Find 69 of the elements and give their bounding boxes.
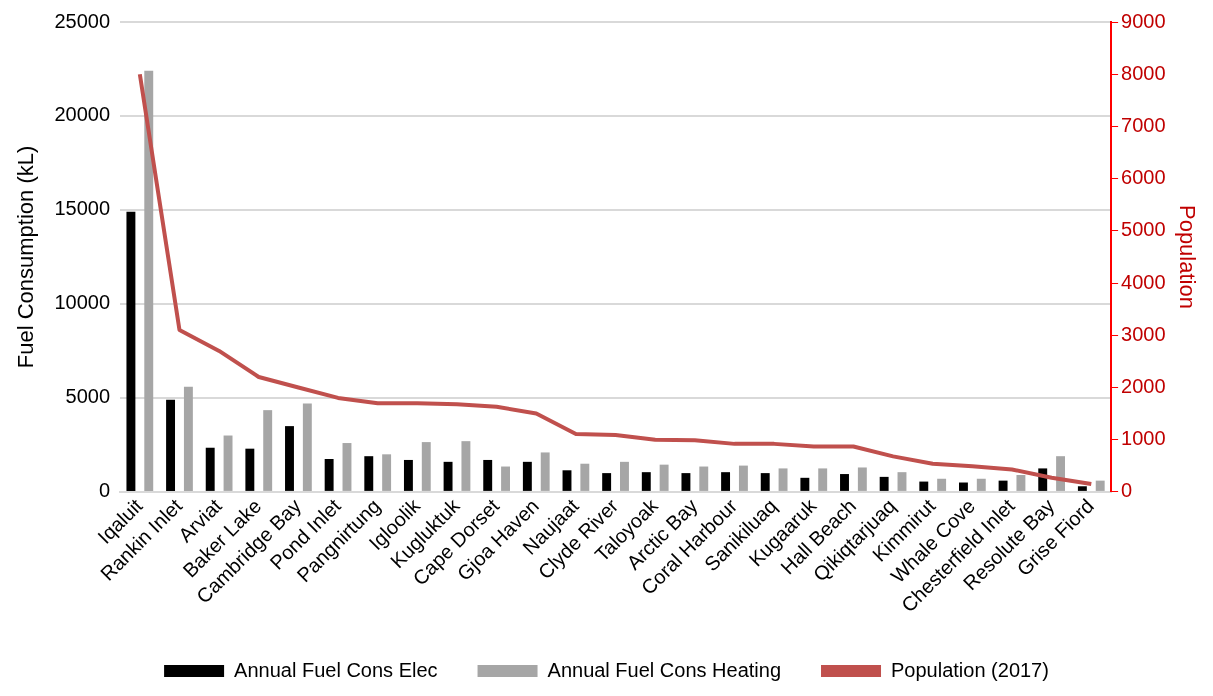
bar	[760, 473, 770, 491]
bar	[144, 70, 154, 491]
bar	[245, 448, 255, 491]
bar	[285, 426, 294, 491]
bar	[879, 476, 889, 491]
bar	[738, 465, 748, 491]
bar	[443, 461, 453, 491]
bar	[183, 386, 193, 491]
y2-tick-label: 6000	[1121, 166, 1166, 189]
y-tick-label: 25000	[54, 9, 111, 32]
bar	[976, 478, 986, 491]
bar	[382, 454, 392, 491]
y2-tick-label: 3000	[1121, 322, 1166, 345]
y-axis-title: Fuel Consumption (kL)	[13, 145, 39, 369]
bar	[403, 459, 413, 491]
y2-axis-title: Population	[1174, 204, 1200, 309]
bar	[840, 474, 849, 491]
y2-tick-label: 0	[1121, 479, 1133, 502]
bar	[857, 467, 867, 491]
y2-tick-label: 4000	[1121, 270, 1166, 293]
legend-label: Annual Fuel Cons Heating	[547, 658, 782, 681]
bar	[263, 410, 273, 491]
bar	[483, 459, 493, 491]
bar	[641, 472, 651, 491]
y-tick-label: 15000	[54, 197, 111, 220]
bar	[580, 463, 590, 491]
bar	[681, 473, 691, 491]
bar	[223, 435, 233, 491]
bar	[818, 468, 828, 491]
bar	[324, 459, 334, 491]
bar	[166, 399, 176, 491]
y-tick-label: 10000	[54, 291, 111, 314]
bar	[620, 461, 629, 491]
bar	[778, 468, 788, 491]
bar	[522, 461, 532, 491]
bar	[562, 470, 572, 491]
bar	[205, 447, 215, 491]
bar	[800, 477, 810, 491]
bar	[602, 473, 612, 491]
y-tick-label: 5000	[65, 385, 111, 408]
bar	[1077, 486, 1087, 491]
bar	[501, 466, 511, 491]
legend-label: Population (2017)	[891, 658, 1049, 681]
bar	[699, 466, 709, 491]
bar	[1095, 480, 1105, 491]
bar	[342, 443, 352, 491]
bar	[937, 478, 947, 491]
bar	[998, 480, 1008, 491]
bar	[364, 456, 374, 491]
y2-tick-label: 5000	[1121, 218, 1166, 241]
y2-tick-label: 1000	[1121, 427, 1166, 450]
bar	[421, 442, 431, 491]
bar	[897, 472, 907, 491]
y-tick-label: 20000	[54, 103, 111, 126]
y-tick-label: 0	[98, 479, 111, 502]
bar	[126, 211, 136, 491]
bar	[302, 403, 312, 491]
bar	[721, 472, 731, 491]
bar	[659, 464, 669, 491]
bar	[540, 452, 550, 491]
y2-tick-label: 7000	[1121, 113, 1166, 136]
bar	[919, 481, 929, 491]
bar	[461, 441, 471, 491]
legend-label: Annual Fuel Cons Elec	[234, 658, 438, 681]
y2-tick-label: 9000	[1121, 9, 1166, 32]
bar	[1016, 474, 1026, 491]
bar	[958, 482, 968, 491]
y2-tick-label: 2000	[1121, 375, 1166, 397]
y2-tick-label: 8000	[1121, 61, 1166, 84]
